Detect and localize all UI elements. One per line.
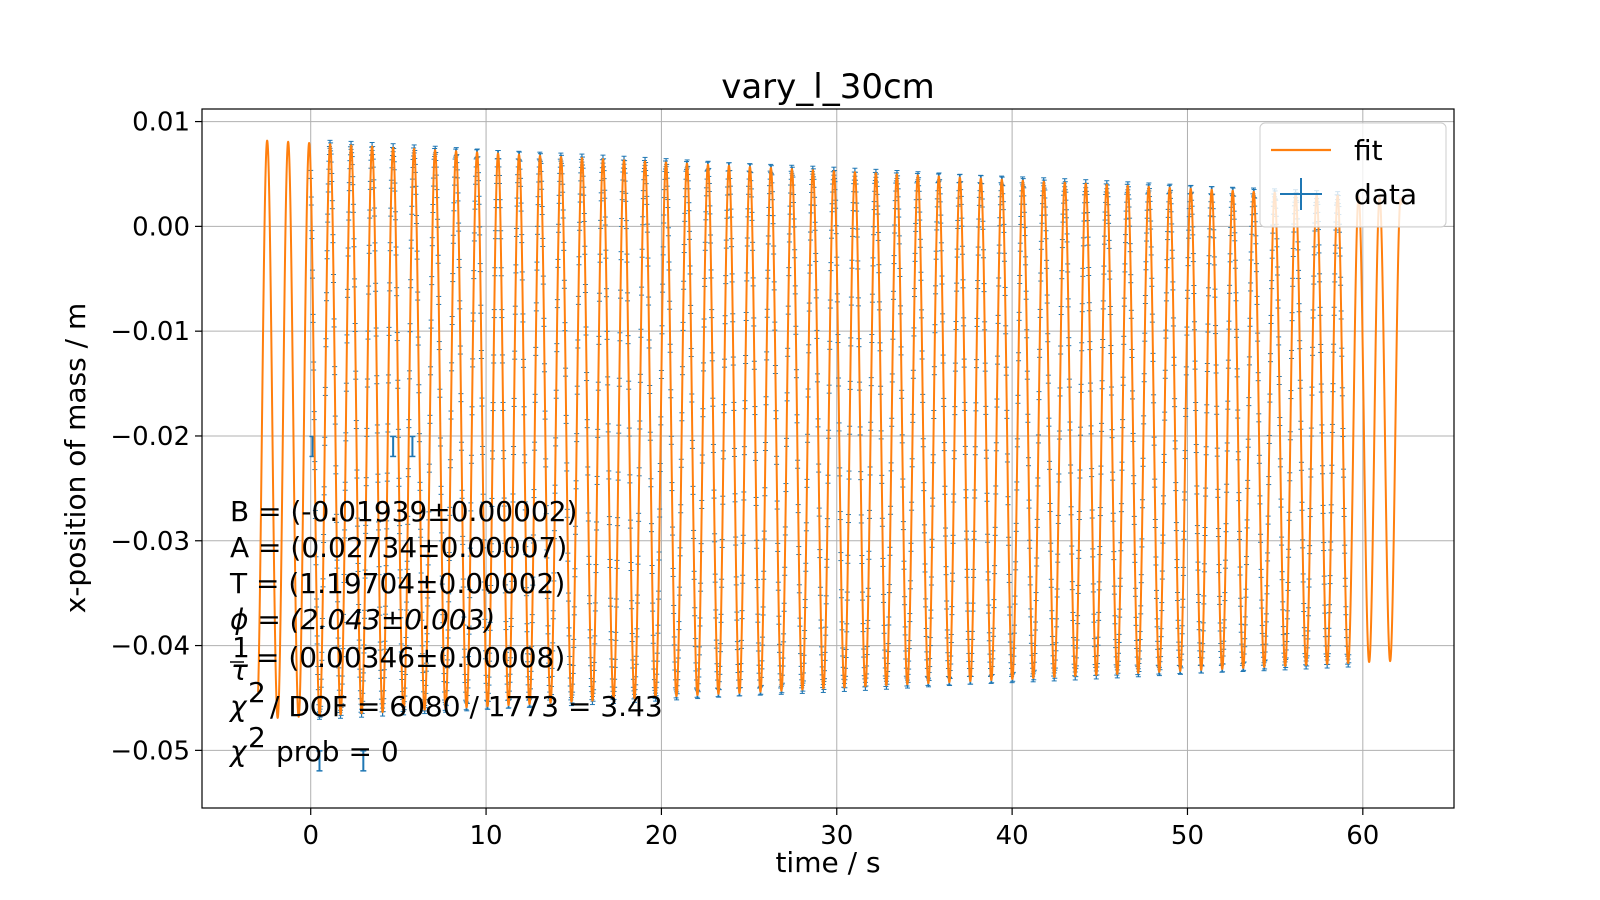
legend: fit data [1259, 122, 1447, 228]
annot-T: T = (1.19704±0.00002) [229, 567, 565, 600]
annot-chi-dof: / DOF = 6080 / 1773 = 3.43 [270, 690, 663, 723]
x-tick-label: 60 [1346, 821, 1379, 851]
y-tick-label: −0.05 [110, 736, 190, 766]
y-axis-label: x-position of mass / m [59, 303, 92, 614]
y-tick-label: −0.02 [110, 422, 190, 452]
legend-box [1259, 122, 1447, 228]
legend-data-label: data [1354, 178, 1417, 211]
annot-inv-tau: = (0.00346±0.00008) [256, 641, 565, 674]
annot-chi-symbol: χ [228, 690, 248, 723]
y-tick-label: −0.03 [110, 527, 190, 557]
annot-B: B = (-0.01939±0.00002) [230, 495, 577, 528]
x-axis-label: time / s [775, 846, 880, 879]
x-tick-label: 20 [645, 821, 678, 851]
chart-title: vary_l_30cm [721, 67, 935, 107]
x-tick-label: 10 [470, 821, 503, 851]
x-tick-label: 0 [302, 821, 319, 851]
y-tick-label: 0.00 [132, 212, 190, 242]
annot-chi-symbol-2: χ [228, 735, 248, 768]
y-tick-label: −0.04 [110, 632, 190, 662]
annot-chi-superscript: 2 [248, 676, 266, 709]
annot-chi-superscript-2: 2 [248, 721, 266, 754]
legend-fit-label: fit [1354, 134, 1383, 167]
annot-chi-prob: prob = 0 [276, 735, 399, 768]
y-tick-label: 0.01 [132, 108, 190, 138]
x-tick-label: 50 [1171, 821, 1204, 851]
annot-A: A = (0.02734±0.00007) [230, 531, 567, 564]
x-tick-label: 40 [996, 821, 1029, 851]
y-tick-label: −0.01 [110, 317, 190, 347]
annot-phi: ϕ = (2.043±0.003) [230, 603, 495, 636]
annot-frac-denominator: τ [231, 654, 248, 687]
